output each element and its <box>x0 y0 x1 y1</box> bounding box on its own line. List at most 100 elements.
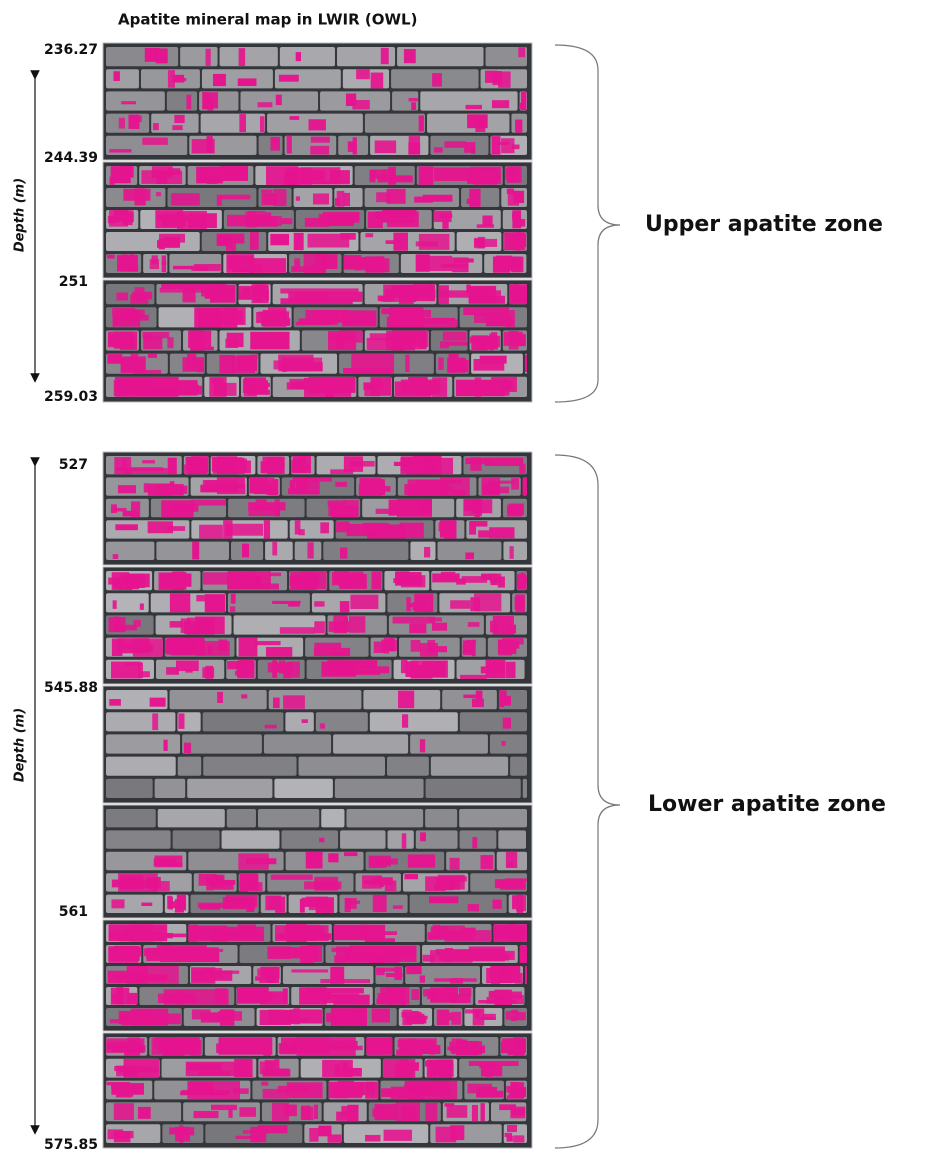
apatite-patch <box>109 699 121 706</box>
apatite-patch <box>109 149 132 153</box>
apatite-patch <box>280 362 323 372</box>
apatite-patch <box>227 661 247 670</box>
apatite-patch <box>518 47 526 58</box>
core-box <box>102 804 533 919</box>
apatite-patch <box>187 458 208 474</box>
apatite-patch <box>302 1040 355 1047</box>
apatite-patch <box>158 215 196 222</box>
apatite-patch <box>204 480 239 493</box>
apatite-patch <box>369 333 400 341</box>
apatite-patch <box>241 694 248 699</box>
apatite-patch <box>488 990 508 998</box>
core-segment <box>279 47 335 67</box>
apatite-patch <box>470 499 493 514</box>
apatite-patch <box>147 521 173 534</box>
apatite-patch <box>370 169 386 179</box>
apatite-patch <box>278 74 299 82</box>
apatite-patch <box>405 354 410 372</box>
apatite-patch <box>403 49 416 64</box>
apatite-patch <box>159 575 183 589</box>
apatite-patch <box>362 522 389 532</box>
apatite-patch <box>473 593 502 612</box>
apatite-patch <box>138 671 150 678</box>
apatite-patch <box>345 93 357 107</box>
core-segment <box>346 809 424 828</box>
apatite-patch <box>206 877 214 891</box>
apatite-patch <box>519 102 525 110</box>
apatite-patch <box>466 198 476 204</box>
apatite-patch <box>310 145 330 155</box>
core-box <box>102 919 533 1032</box>
apatite-patch <box>283 1104 297 1117</box>
apatite-patch <box>333 994 370 1005</box>
apatite-patch <box>372 894 387 913</box>
apatite-patch <box>480 855 494 870</box>
apatite-patch <box>238 48 246 67</box>
core-segment <box>151 113 199 133</box>
apatite-patch <box>258 311 285 317</box>
apatite-patch <box>286 1082 323 1099</box>
apatite-patch <box>327 1134 342 1143</box>
apatite-patch <box>508 624 517 634</box>
apatite-patch <box>235 1135 261 1139</box>
apatite-patch <box>374 1104 398 1121</box>
apatite-patch <box>116 946 134 961</box>
apatite-patch <box>342 1062 348 1074</box>
apatite-patch <box>501 138 515 154</box>
apatite-patch <box>510 1016 517 1022</box>
figure-title: Apatite mineral map in LWIR (OWL) <box>118 11 417 29</box>
apatite-patch <box>494 995 525 1004</box>
apatite-patch <box>115 524 138 531</box>
apatite-patch <box>499 690 505 708</box>
apatite-patch <box>265 166 299 185</box>
apatite-patch <box>506 862 514 867</box>
apatite-patch <box>398 318 450 324</box>
apatite-patch <box>332 571 350 586</box>
apatite-patch <box>328 502 341 517</box>
apatite-patch <box>267 457 284 461</box>
apatite-patch <box>113 624 137 631</box>
apatite-patch <box>514 596 524 610</box>
apatite-patch <box>140 966 179 984</box>
apatite-patch <box>431 995 448 1002</box>
apatite-patch <box>237 660 255 679</box>
apatite-patch <box>120 875 144 890</box>
apatite-patch <box>400 1045 441 1055</box>
apatite-patch <box>348 143 357 149</box>
apatite-patch <box>187 1081 241 1100</box>
apatite-patch <box>400 659 408 674</box>
apatite-patch <box>267 662 293 673</box>
apatite-patch <box>511 144 520 150</box>
apatite-patch <box>442 216 449 229</box>
apatite-patch <box>505 851 518 869</box>
apatite-patch <box>292 477 332 482</box>
apatite-patch <box>197 222 204 229</box>
apatite-patch <box>408 142 421 155</box>
apatite-patch <box>111 1083 144 1095</box>
apatite-patch <box>272 697 280 709</box>
apatite-patch <box>389 176 412 181</box>
apatite-patch <box>398 690 415 709</box>
apatite-patch <box>497 256 517 267</box>
apatite-patch <box>365 233 374 238</box>
apatite-patch <box>288 603 300 607</box>
apatite-patch <box>404 874 419 880</box>
apatite-patch <box>376 967 385 976</box>
apatite-patch <box>417 255 453 272</box>
apatite-patch <box>241 543 250 558</box>
apatite-patch <box>113 380 126 396</box>
core-segment <box>281 830 339 849</box>
apatite-patch <box>493 624 499 631</box>
apatite-patch <box>375 508 417 514</box>
apatite-patch <box>445 876 467 882</box>
apatite-patch <box>334 955 398 963</box>
apatite-patch <box>460 674 487 679</box>
apatite-patch <box>500 381 513 390</box>
apatite-patch <box>261 189 273 193</box>
apatite-patch <box>320 979 371 984</box>
apatite-patch <box>472 836 478 849</box>
apatite-patch <box>272 478 279 495</box>
core-segment <box>157 809 225 828</box>
apatite-patch <box>167 337 174 349</box>
apatite-patch <box>280 288 359 294</box>
